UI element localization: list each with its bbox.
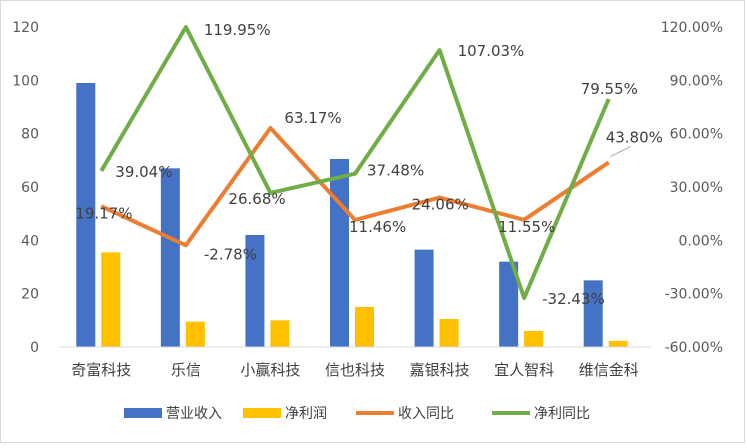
left-axis-tick-label: 80 [21,127,39,143]
left-axis-tick-label: 100 [12,73,39,89]
line-净利同比 [99,25,611,300]
bar-净利润 [270,320,290,347]
line-series [99,25,611,300]
bar-净利润 [355,307,374,347]
bar-营业收入 [76,83,96,347]
data-label-净利同比: 39.04% [115,163,172,181]
right-axis-tick-label: 60.00% [670,127,723,143]
legend-label: 营业收入 [166,406,222,422]
data-label-净利同比: 107.03% [458,42,525,60]
line-收入同比 [100,126,610,248]
bar-营业收入 [245,235,265,347]
legend-label: 净利润 [285,406,327,422]
data-label-净利同比: 37.48% [367,162,424,180]
category-label: 乐信 [171,361,201,379]
legend-swatch [243,408,281,418]
category-label: 小赢科技 [240,361,300,379]
legend-label: 净利同比 [534,406,590,422]
right-axis-ticks: -60.00% -30.00% 0.00% 30.00% 60.00% 90.00% 120… [661,20,723,356]
bar-营业收入 [499,261,519,347]
right-axis-tick-label: 30.00% [670,180,723,196]
right-axis-tick-label: 0.00% [679,233,723,249]
bar-净利润 [439,319,459,347]
category-label: 宜人智科 [494,361,554,379]
left-axis-tick-label: 60 [21,180,39,196]
category-label: 信也科技 [325,361,385,379]
data-labels: 19.17% -2.78% 63.17% 11.46% 24.06% 11.55% 43.8… [75,21,663,308]
bar-净利润 [608,340,628,347]
legend: 营业收入 净利润 收入同比 净利同比 [124,406,590,422]
data-label-收入同比: 19.17% [75,204,132,222]
category-label: 维信金科 [579,361,639,379]
left-axis-tick-label: 20 [21,287,39,303]
right-axis-tick-label: -60.00% [665,340,723,356]
bar-营业收入 [330,159,349,347]
left-axis-tick-label: 120 [12,20,39,36]
category-labels: 奇富科技 乐信 小赢科技 信也科技 嘉银科技 宜人智科 维信金科 [71,361,638,379]
label-leader-line [610,146,631,157]
left-axis-tick-label: 0 [30,340,39,356]
bar-营业收入 [583,280,603,347]
right-axis-tick-label: 90.00% [670,73,723,89]
right-axis-tick-label: -30.00% [665,287,723,303]
left-axis-ticks: 0 20 40 60 80 100 120 [12,20,39,356]
bar-营业收入 [160,168,180,347]
left-axis-tick-label: 40 [21,233,39,249]
data-label-收入同比: 11.46% [349,218,406,236]
data-label-收入同比: 24.06% [412,196,469,214]
bar-series [76,83,628,347]
legend-label: 收入同比 [398,406,454,422]
category-label: 奇富科技 [71,361,131,379]
data-label-净利同比: 119.95% [204,21,271,39]
bar-营业收入 [414,249,434,347]
bar-净利润 [524,331,544,347]
right-axis-tick-label: 120.00% [661,20,723,36]
data-label-收入同比: -2.78% [204,245,257,263]
bar-净利润 [185,321,205,347]
data-label-净利同比: -32.43% [542,290,605,308]
bar-净利润 [101,252,121,347]
data-label-收入同比: 43.80% [606,128,663,146]
data-label-收入同比: 11.55% [498,218,555,236]
data-label-净利同比: 26.68% [228,190,285,208]
data-label-收入同比: 63.17% [284,109,341,127]
legend-swatch [124,408,162,418]
category-label: 嘉银科技 [410,361,470,379]
data-label-净利同比: 79.55% [581,80,638,98]
